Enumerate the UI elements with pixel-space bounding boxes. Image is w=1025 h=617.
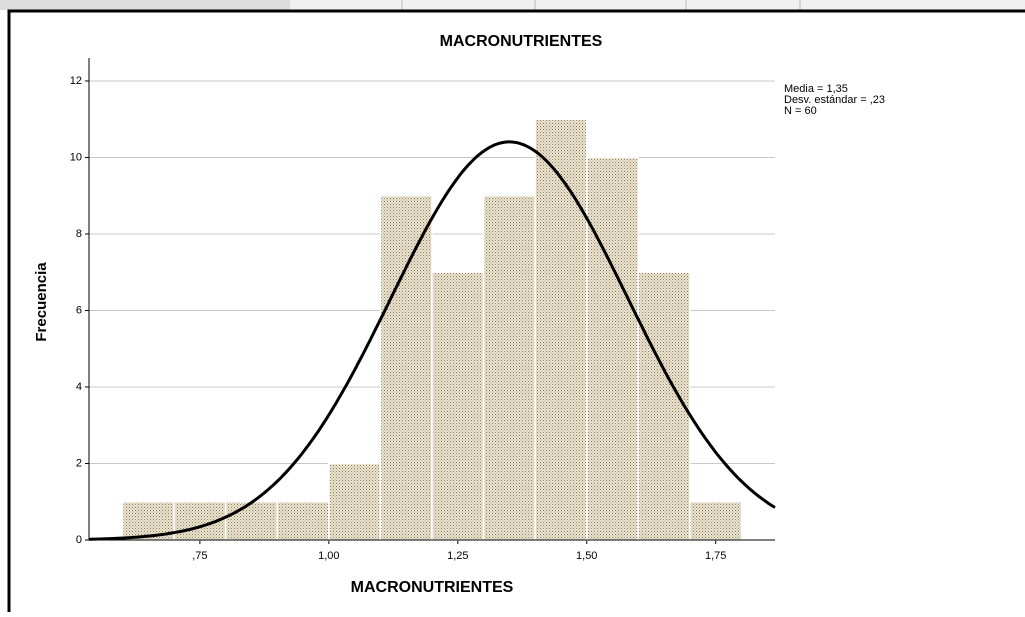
y-tick-label: 8 (76, 228, 82, 240)
normal-curve (88, 140, 776, 541)
bar (689, 500, 743, 541)
bar (276, 500, 330, 541)
bar (482, 194, 536, 541)
frame (7, 9, 1025, 612)
stats-label: Desv. estándar = ,23 (784, 94, 885, 106)
toolbar-tab (0, 0, 290, 10)
stats-label: Media = 1,35 (784, 83, 848, 95)
y-axis-label: Frecuencia (33, 262, 50, 342)
bar (431, 271, 485, 541)
bar (637, 271, 691, 541)
bar (224, 500, 279, 541)
x-axis-label: MACRONUTRIENTES (351, 579, 514, 596)
y-tick-label: 12 (70, 75, 82, 87)
bar (534, 118, 588, 541)
y-tick-label: 4 (76, 381, 82, 393)
x-tick-label: 1,25 (447, 550, 468, 562)
x-tick-label: 1,00 (318, 550, 339, 562)
bar (328, 462, 382, 541)
y-tick-label: 6 (76, 304, 82, 316)
stats-label: N = 60 (784, 105, 817, 117)
y-tick-label: 10 (70, 151, 82, 163)
x-tick-label: 1,50 (576, 550, 597, 562)
y-tick-label: 2 (76, 457, 82, 469)
bar (379, 194, 433, 541)
y-tick-label: 0 (76, 534, 82, 546)
x-tick-label: 1,75 (705, 550, 726, 562)
toolbar-strip (0, 0, 1025, 10)
chart-title: MACRONUTRIENTES (440, 33, 603, 50)
x-tick-label: ,75 (192, 550, 207, 562)
bar (585, 156, 640, 541)
